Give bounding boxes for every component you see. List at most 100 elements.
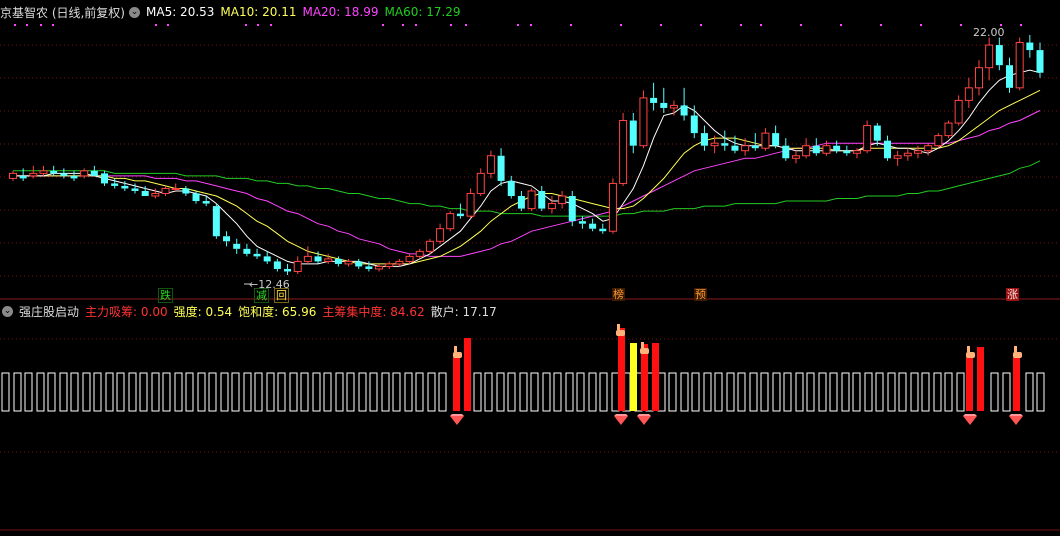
candle-body xyxy=(650,97,658,103)
candle-body xyxy=(436,228,445,242)
indicator-bar xyxy=(139,372,148,412)
indicator-bar xyxy=(346,372,355,412)
candle xyxy=(405,253,414,264)
low-price-label: ←12.46 xyxy=(249,278,290,291)
candle-body xyxy=(293,260,302,272)
candle xyxy=(385,261,394,269)
candle-body xyxy=(365,266,373,269)
diamond-shape xyxy=(614,416,628,425)
candle-body xyxy=(50,170,58,174)
candle xyxy=(690,105,698,139)
moving-averages xyxy=(13,69,1041,267)
candle-body xyxy=(639,97,648,147)
candle xyxy=(913,145,922,159)
indicator-bar xyxy=(105,372,114,412)
candle xyxy=(486,150,495,179)
candle xyxy=(599,223,607,234)
signal-dot xyxy=(257,24,259,26)
candle xyxy=(131,183,139,194)
indicator-bar xyxy=(818,372,827,412)
diamond-icon xyxy=(963,414,977,425)
candle-body xyxy=(883,140,891,159)
candle-body xyxy=(924,145,933,152)
candle xyxy=(527,188,536,212)
candle xyxy=(964,77,973,108)
candle xyxy=(395,258,404,267)
candle-body xyxy=(680,105,688,116)
candle-body xyxy=(690,115,698,134)
indicator-bar xyxy=(795,372,804,412)
candle xyxy=(608,178,617,234)
indicator-bar xyxy=(1,372,10,412)
candle xyxy=(1005,57,1013,93)
candle-body xyxy=(913,150,922,154)
candle-body xyxy=(101,173,109,184)
indicator-bar xyxy=(404,372,413,412)
signal-dot xyxy=(700,24,702,26)
indicator-bar xyxy=(714,372,723,412)
candle-body xyxy=(314,256,322,262)
candle xyxy=(558,190,567,209)
signal-dots xyxy=(14,24,1022,26)
candle xyxy=(121,180,129,191)
candle-body xyxy=(273,261,281,269)
high-price-label: 22.00 xyxy=(973,26,1005,39)
indicator-header: ⌄ 强庄股启动 主力吸筹: 0.00 强度: 0.54 饱和度: 65.96 主… xyxy=(0,301,503,321)
candle xyxy=(954,95,963,126)
hand-pointer-icon xyxy=(453,346,462,358)
ma5-label: MA5: 20.53 xyxy=(146,5,215,19)
price-header: 京基智农 (日线,前复权) ⌄ MA5: 20.53 MA10: 20.11 M… xyxy=(0,2,467,22)
candle-body xyxy=(558,195,567,205)
candle-body xyxy=(182,188,190,194)
candle-body xyxy=(599,228,607,232)
indicator-bar xyxy=(185,372,194,412)
indicator-bar xyxy=(128,372,137,412)
indicator-bar xyxy=(151,372,160,412)
candle-body xyxy=(974,67,983,89)
candle xyxy=(517,190,525,212)
candle xyxy=(843,145,851,156)
candle-body xyxy=(873,125,881,141)
candle xyxy=(669,100,678,116)
indicator-bar xyxy=(427,372,436,412)
diamond-shape xyxy=(637,416,651,425)
candle-body xyxy=(772,133,780,146)
candle xyxy=(253,248,261,259)
indicator-bar xyxy=(553,372,562,412)
candle xyxy=(365,261,373,272)
candle xyxy=(192,190,200,204)
candle-body xyxy=(944,122,953,137)
candle xyxy=(802,138,811,159)
candle-body xyxy=(903,152,912,157)
candle-body xyxy=(812,145,820,154)
candle-body xyxy=(538,190,546,209)
candle-body xyxy=(151,192,160,197)
candle xyxy=(721,130,729,151)
signal-dot xyxy=(245,24,247,26)
candle xyxy=(415,248,424,259)
chart-title: 京基智农 (日线,前复权) xyxy=(0,5,125,20)
indicator-bar xyxy=(737,372,746,412)
signal-dot xyxy=(1000,24,1002,26)
indicator-bar xyxy=(542,372,551,412)
indicator-bar xyxy=(875,372,884,412)
candle xyxy=(375,263,384,272)
indicator-bar xyxy=(829,372,838,412)
candle-body xyxy=(253,253,261,257)
candle-body xyxy=(284,268,292,272)
indicator-bar xyxy=(369,372,378,412)
candle-body xyxy=(1015,42,1024,89)
settings-chevron-icon[interactable]: ⌄ xyxy=(129,6,140,18)
signal-bar xyxy=(630,343,637,411)
candle-body xyxy=(385,263,394,267)
indicator-field-3: 饱和度: 65.96 xyxy=(238,304,317,319)
indicator-chevron-icon[interactable]: ⌄ xyxy=(2,305,13,317)
indicator-bar xyxy=(116,372,125,412)
candle xyxy=(873,123,881,146)
candle xyxy=(578,216,586,229)
candle-body xyxy=(629,120,637,146)
candle xyxy=(944,120,953,139)
candle xyxy=(985,37,994,81)
indicator-field-5: 散户: 17.17 xyxy=(430,304,497,319)
candle xyxy=(782,138,790,161)
